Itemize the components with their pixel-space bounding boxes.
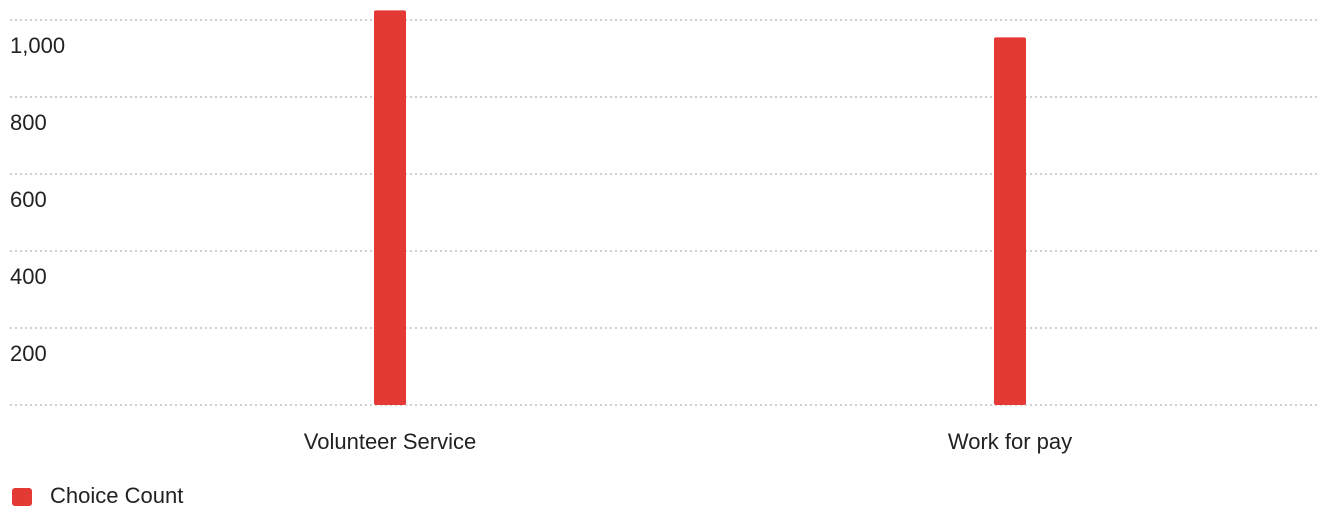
- y-tick-label: 1,000: [10, 33, 65, 58]
- y-tick-label: 800: [10, 110, 47, 135]
- y-tick-label: 600: [10, 187, 47, 212]
- y-tick-label: 200: [10, 341, 47, 366]
- y-tick-label: 400: [10, 264, 47, 289]
- bar: [374, 10, 406, 405]
- legend-label: Choice Count: [50, 483, 183, 508]
- x-tick-label: Volunteer Service: [304, 429, 476, 454]
- legend-swatch: [12, 488, 32, 506]
- x-tick-label: Work for pay: [948, 429, 1072, 454]
- bar: [994, 37, 1026, 405]
